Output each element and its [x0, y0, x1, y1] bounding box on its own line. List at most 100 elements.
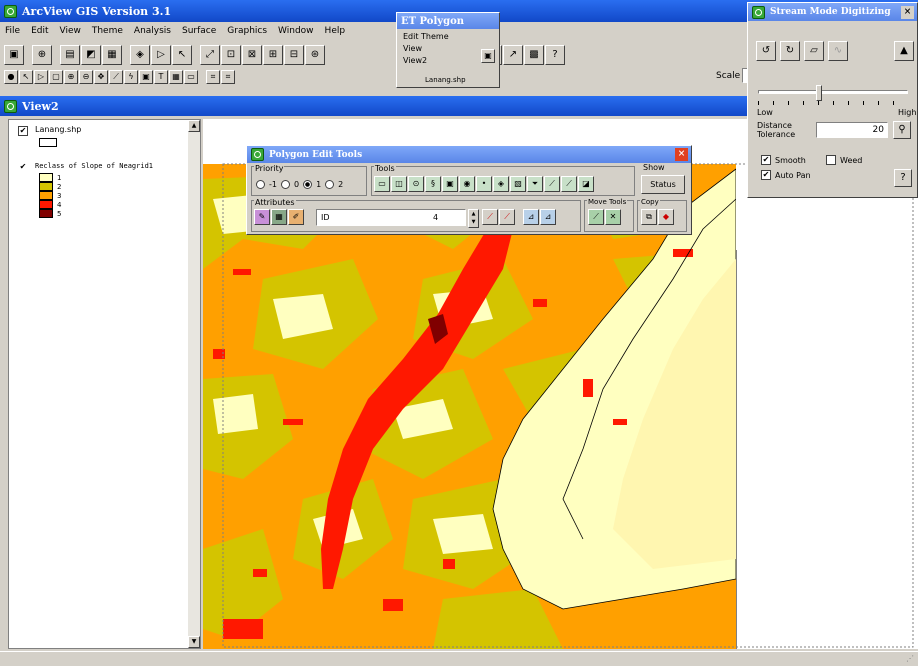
attr-table-icon[interactable]: ▦ — [271, 209, 287, 225]
theme-properties-icon[interactable]: ▤ — [60, 45, 80, 65]
slider-thumb[interactable] — [816, 85, 822, 101]
priority-radio-0[interactable] — [280, 180, 290, 189]
zoom-full-icon[interactable]: ⤢ — [200, 45, 220, 65]
et-save-icon[interactable]: ▣ — [481, 49, 495, 63]
attr-paint-icon[interactable]: ✐ — [288, 209, 304, 225]
copy-attributes-icon[interactable]: ◆ — [658, 209, 674, 225]
tool-dissolve-icon[interactable]: ⟋ — [561, 176, 577, 192]
snap-general-icon[interactable]: ⌗ — [221, 70, 235, 84]
area-of-interest-icon[interactable]: ▣ — [139, 70, 153, 84]
tolerance-slider[interactable] — [758, 85, 908, 105]
priority-radio-1[interactable] — [303, 180, 313, 189]
add-theme-icon[interactable]: ⊕ — [32, 45, 52, 65]
stream-up-icon[interactable]: ▲ — [894, 41, 914, 61]
toc-scroll-up-button[interactable]: ▲ — [188, 120, 200, 132]
autopan-checkbox-row[interactable]: ✔ Auto Pan — [761, 170, 811, 180]
pointer-tool-icon[interactable]: ↖ — [172, 45, 192, 65]
theme-name-lanang[interactable]: Lanang.shp — [35, 125, 82, 134]
stream-close-icon[interactable]: × — [901, 5, 914, 19]
menu-edit[interactable]: Edit — [31, 26, 49, 36]
attr-copy-icon[interactable]: ⊿ — [523, 209, 539, 225]
tolerance-input[interactable]: 20 — [816, 122, 888, 138]
pet-title-bar[interactable]: Polygon Edit Tools × — [247, 146, 691, 163]
copy-polygon-icon[interactable]: ⧉ — [641, 209, 657, 225]
zoom-active-icon[interactable]: ⊡ — [221, 45, 241, 65]
tool-select-icon[interactable]: ◈ — [493, 176, 509, 192]
text-icon[interactable]: ▦ — [169, 70, 183, 84]
tool-erase-icon[interactable]: ◪ — [578, 176, 594, 192]
weed-checkbox[interactable] — [826, 155, 836, 165]
autopan-checkbox[interactable]: ✔ — [761, 170, 771, 180]
layout-icon[interactable]: ▩ — [524, 45, 544, 65]
hotlink-icon[interactable]: ϟ — [124, 70, 138, 84]
stream-pause-icon[interactable]: ↻ — [780, 41, 800, 61]
tool-donut-icon[interactable]: ◉ — [459, 176, 475, 192]
smooth-checkbox-row[interactable]: ✔ Smooth — [761, 155, 806, 165]
et-item-view[interactable]: View — [403, 44, 422, 53]
app-title-bar[interactable]: ArcView GIS Version 3.1 — [0, 0, 918, 22]
pet-close-icon[interactable]: × — [675, 148, 688, 161]
help-pointer-icon[interactable]: ? — [545, 45, 565, 65]
attr-spinner[interactable]: ▲ ▼ — [468, 209, 479, 228]
menu-theme[interactable]: Theme — [91, 26, 123, 36]
zoom-selected-icon[interactable]: ⊠ — [242, 45, 262, 65]
tool-union-icon[interactable]: ⊙ — [408, 176, 424, 192]
et-polygon-window[interactable]: ET Polygon Edit Theme View View2 Lanang.… — [396, 12, 500, 88]
snap-icon[interactable]: ⌗ — [206, 70, 220, 84]
draw-rectangle-icon[interactable]: ▭ — [184, 70, 198, 84]
menu-file[interactable]: File — [5, 26, 21, 36]
stream-start-icon[interactable]: ↺ — [756, 41, 776, 61]
theme-checkbox-reclass[interactable]: ✔ — [19, 162, 27, 171]
move-vertex-icon[interactable]: ⟋ — [588, 209, 604, 225]
measure-icon[interactable]: ⟋ — [109, 70, 123, 84]
move-polygon-icon[interactable]: ✕ — [605, 209, 621, 225]
find-icon[interactable]: ◈ — [130, 45, 150, 65]
priority-radio-minus1[interactable] — [256, 180, 265, 189]
label-icon[interactable]: T — [154, 70, 168, 84]
theme-name-reclass[interactable]: Reclass of Slope of Neagrid1 — [35, 162, 154, 170]
tolerance-zoom-icon[interactable]: ⚲ — [893, 121, 911, 139]
tool-reshape-icon[interactable]: § — [425, 176, 441, 192]
menu-analysis[interactable]: Analysis — [133, 26, 171, 36]
smooth-checkbox[interactable]: ✔ — [761, 155, 771, 165]
menu-window[interactable]: Window — [278, 26, 314, 36]
zoom-in-icon[interactable]: ⊞ — [263, 45, 283, 65]
tool-point-icon[interactable]: • — [476, 176, 492, 192]
zoom-out-tool-icon[interactable]: ⊖ — [79, 70, 93, 84]
edit-legend-icon[interactable]: ◩ — [81, 45, 101, 65]
et-item-edit-theme[interactable]: Edit Theme — [403, 32, 449, 41]
identify-icon[interactable]: ● — [4, 70, 18, 84]
attr-paste-icon[interactable]: ⊿ — [540, 209, 556, 225]
et-polygon-title-bar[interactable]: ET Polygon — [397, 13, 499, 29]
polygon-edit-tools-window[interactable]: Polygon Edit Tools × Priority -1 0 1 2 T… — [246, 145, 692, 235]
stream-line-icon[interactable]: ∿ — [828, 41, 848, 61]
status-button[interactable]: Status — [641, 175, 685, 194]
weed-checkbox-row[interactable]: Weed — [826, 155, 862, 165]
attr-pick-icon[interactable]: ✎ — [254, 209, 270, 225]
attr-apply-icon[interactable]: ⟋ — [482, 209, 498, 225]
menu-view[interactable]: View — [59, 26, 81, 36]
menu-graphics[interactable]: Graphics — [227, 26, 268, 36]
tool-funnel-icon[interactable]: ⏷ — [527, 176, 543, 192]
tool-clip-icon[interactable]: ▧ — [510, 176, 526, 192]
menu-help[interactable]: Help — [324, 26, 346, 36]
zoom-in-tool-icon[interactable]: ⊕ — [64, 70, 78, 84]
view-title-bar[interactable]: View2 — [0, 96, 918, 116]
open-table-icon[interactable]: ▦ — [102, 45, 122, 65]
priority-radio-2[interactable] — [325, 180, 335, 189]
select-arrow-icon[interactable]: ↖ — [19, 70, 33, 84]
pan-icon[interactable]: ✥ — [94, 70, 108, 84]
resize-grip-icon[interactable]: ⋰ — [906, 654, 914, 663]
select-feature-icon[interactable]: ▢ — [49, 70, 63, 84]
query-icon[interactable]: ▷ — [151, 45, 171, 65]
save-icon[interactable]: ▣ — [4, 45, 24, 65]
north-arrow-icon[interactable]: ↗ — [503, 45, 523, 65]
tool-line-icon[interactable]: ⟋ — [544, 176, 560, 192]
zoom-previous-icon[interactable]: ⊛ — [305, 45, 325, 65]
et-item-view2[interactable]: View2 — [403, 56, 428, 65]
stream-help-icon[interactable]: ? — [894, 169, 912, 187]
attr-apply2-icon[interactable]: ⟋ — [499, 209, 515, 225]
zoom-out-icon[interactable]: ⊟ — [284, 45, 304, 65]
tool-append-icon[interactable]: ▣ — [442, 176, 458, 192]
attr-field-input[interactable]: ID 4 — [316, 209, 466, 226]
